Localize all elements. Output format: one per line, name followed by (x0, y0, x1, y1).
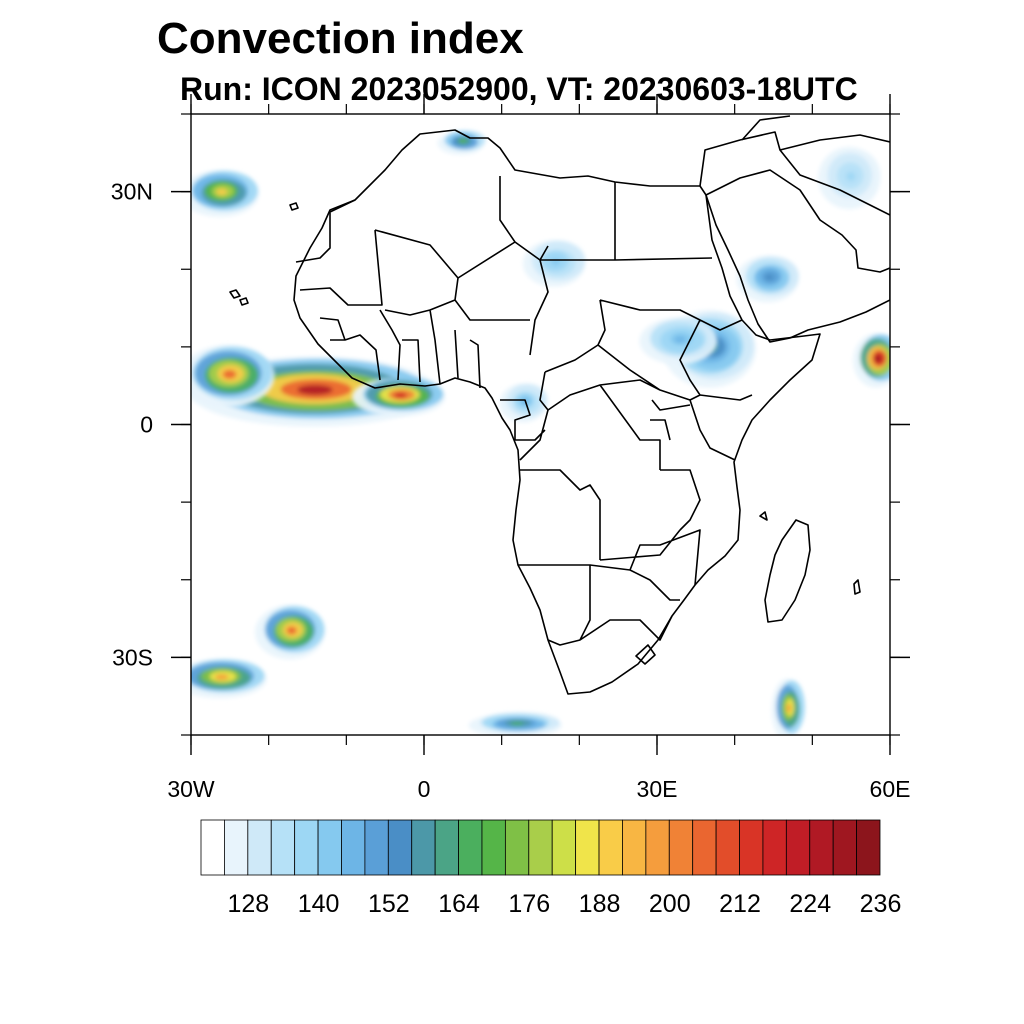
colorbar-box (270, 819, 296, 876)
colorbar-label: 176 (508, 890, 550, 918)
internal-borders (295, 176, 753, 665)
field-south-atlantic-front-2 (191, 659, 267, 699)
colorbar-box (645, 819, 670, 876)
colorbar-label: 152 (368, 890, 410, 918)
colorbar-box (762, 819, 787, 876)
colorbar-box (504, 819, 530, 876)
colorbar-box (528, 819, 553, 876)
contour-level (286, 626, 297, 635)
islands (229, 202, 861, 595)
africa-coastline (293, 129, 821, 695)
contour-level (459, 139, 466, 144)
colorbar: 128 140 152 164 176 188 200 212 224 236 (200, 819, 902, 918)
field-iran (818, 147, 881, 210)
colorbar-box (294, 819, 319, 876)
contour-level (674, 336, 686, 343)
colorbar-box (856, 819, 881, 876)
x-tick-label: 0 (418, 776, 431, 802)
field-canary-region (191, 170, 259, 217)
y-tick-label: 30S (112, 644, 153, 670)
chart-subtitle: Run: ICON 2023052900, VT: 20230603-18UTC (180, 71, 858, 107)
convection-field (191, 130, 890, 735)
colorbar-label: 236 (860, 890, 902, 918)
contour-level (222, 369, 237, 379)
arabia-coastline (705, 169, 890, 343)
contour-level (510, 721, 524, 726)
contour-level (764, 273, 774, 281)
levant-iran-outline (699, 115, 890, 216)
colorbar-label: 212 (719, 890, 761, 918)
colorbar-box (715, 819, 740, 876)
field-southern-ocean (468, 712, 562, 735)
colorbar-label: 164 (438, 890, 480, 918)
contour-level (297, 384, 333, 395)
x-tick-label: 30E (637, 776, 678, 802)
field-madagascar-south (771, 678, 805, 735)
field-south-atlantic-front (255, 605, 325, 660)
contour-level (215, 674, 229, 680)
madagascar-outline (764, 519, 811, 623)
colorbar-box (481, 819, 506, 876)
colorbar-box (434, 819, 459, 876)
colorbar-box (575, 819, 600, 876)
y-tick-label: 30N (111, 179, 153, 205)
colorbar-box (832, 819, 857, 876)
colorbar-label: 188 (579, 890, 621, 918)
colorbar-box (739, 819, 764, 876)
colorbar-label: 200 (649, 890, 691, 918)
colorbar-box (387, 819, 413, 876)
x-tick-label: 60E (870, 776, 911, 802)
colorbar-box (224, 819, 249, 876)
contour-level (786, 703, 791, 713)
colorbar-label: 128 (227, 890, 269, 918)
colorbar-box (551, 819, 577, 876)
map-axes: 30W 0 30E 60E 30N 0 30S (111, 94, 911, 802)
colorbar-box (809, 819, 834, 876)
colorbar-box (341, 819, 366, 876)
field-arabian-sea (853, 333, 890, 388)
y-tick-label: 0 (140, 412, 153, 438)
contour-level (846, 171, 856, 181)
colorbar-box (598, 819, 623, 876)
colorbar-label: 224 (789, 890, 831, 918)
contour-level (393, 392, 408, 399)
contour-level (216, 188, 228, 196)
colorbar-box (458, 819, 483, 876)
field-sahel-sudan (639, 317, 718, 365)
colorbar-box (364, 819, 389, 876)
colorbar-box (247, 819, 272, 876)
field-atlantic-itcz-west (191, 345, 275, 408)
colorbar-box (622, 819, 647, 876)
x-tick-label: 30W (167, 776, 215, 802)
field-yemen-saudi (736, 255, 799, 303)
colorbar-box (411, 819, 436, 876)
field-sahel-chad (522, 240, 586, 287)
colorbar-box (785, 819, 811, 876)
country-borders (229, 115, 890, 695)
colorbar-box (200, 819, 225, 876)
contour-level (874, 354, 882, 363)
colorbar-box (668, 819, 694, 876)
chart-title: Convection index (157, 14, 524, 63)
colorbar-box (317, 819, 342, 876)
colorbar-box (692, 819, 717, 876)
colorbar-label: 140 (298, 890, 340, 918)
